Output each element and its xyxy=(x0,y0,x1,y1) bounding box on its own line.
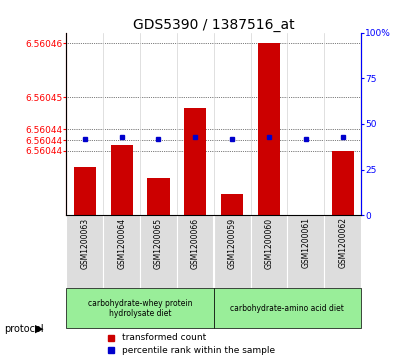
Text: GSM1200059: GSM1200059 xyxy=(228,217,237,269)
Bar xyxy=(287,215,324,288)
Text: ▶: ▶ xyxy=(35,323,44,334)
Bar xyxy=(66,215,103,288)
Bar xyxy=(177,215,214,288)
Bar xyxy=(295,215,317,285)
Text: percentile rank within the sample: percentile rank within the sample xyxy=(122,346,276,355)
Text: GSM1200065: GSM1200065 xyxy=(154,217,163,269)
Bar xyxy=(74,167,96,215)
Text: carbohydrate-whey protein
hydrolysate diet: carbohydrate-whey protein hydrolysate di… xyxy=(88,299,192,318)
Bar xyxy=(332,151,354,215)
Text: transformed count: transformed count xyxy=(122,334,207,342)
Text: carbohydrate-amino acid diet: carbohydrate-amino acid diet xyxy=(230,304,344,313)
Bar xyxy=(140,215,177,288)
Title: GDS5390 / 1387516_at: GDS5390 / 1387516_at xyxy=(133,18,295,32)
Bar xyxy=(103,215,140,288)
Bar xyxy=(184,108,206,215)
Text: GSM1200062: GSM1200062 xyxy=(338,217,347,268)
Text: GSM1200061: GSM1200061 xyxy=(301,217,310,268)
Bar xyxy=(147,178,170,215)
Text: GSM1200066: GSM1200066 xyxy=(191,217,200,269)
Bar xyxy=(324,215,361,288)
Bar xyxy=(66,288,214,329)
Bar xyxy=(110,146,133,215)
Text: GSM1200060: GSM1200060 xyxy=(264,217,273,269)
Text: GSM1200064: GSM1200064 xyxy=(117,217,126,269)
Bar xyxy=(214,288,361,329)
Text: GSM1200063: GSM1200063 xyxy=(81,217,89,269)
Bar xyxy=(251,215,287,288)
Bar xyxy=(258,44,280,215)
Bar xyxy=(221,194,243,215)
Bar xyxy=(214,215,251,288)
Text: protocol: protocol xyxy=(4,323,44,334)
